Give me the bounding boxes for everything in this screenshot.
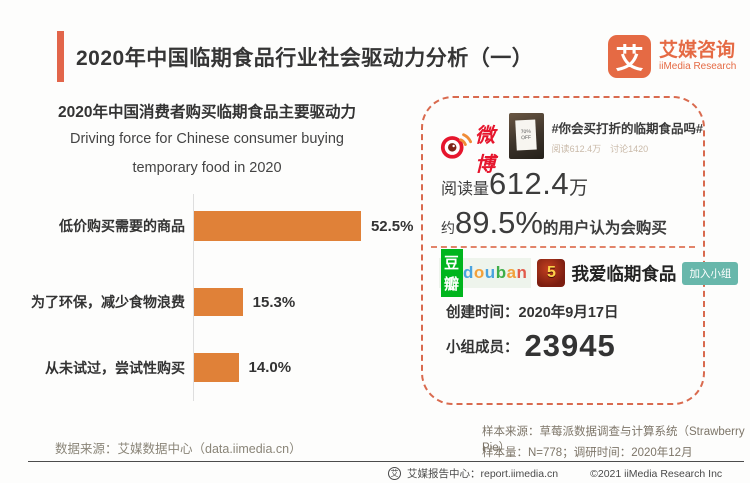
read-count-label: 阅读量 — [441, 181, 490, 198]
iimedia-logo-name-cn: 艾媒咨询 — [659, 39, 736, 61]
bar-value-label: 52.5% — [370, 217, 414, 235]
iimedia-logo: 艾 艾媒咨询 iiMedia Research — [608, 35, 736, 78]
bar-track: 14.0% — [194, 353, 291, 382]
chart-subtitle-line1: Driving force for Chinese consumer buyin… — [69, 131, 344, 147]
weibo-hashtag: #你会买打折的临期食品吗# — [551, 122, 703, 136]
weibo-hashtag-stats: 阅读612.4万 讨论1420 — [551, 144, 649, 154]
weibo-wordmark: 微博 — [475, 125, 496, 176]
group-avatar-badge: 5 — [537, 259, 566, 287]
group-members-value: 23945 — [524, 328, 616, 363]
bar — [194, 288, 243, 316]
group-members: 小组成员： 23945 — [446, 328, 616, 364]
bar-row: 为了环保，减少食物浪费 15.3% — [30, 288, 295, 316]
buy-intent-suffix: 的用户认为会购买 — [542, 220, 667, 237]
bar — [194, 353, 239, 382]
copyright-text: ©2021 iiMedia Research Inc — [590, 467, 723, 480]
bar — [194, 211, 361, 241]
douban-logo-cn: 豆瓣 — [441, 249, 464, 297]
weibo-read-count: 阅读量612.4万 — [441, 166, 588, 202]
douban-group: 豆瓣 douban 5 我爱临期食品 加入小组 — [439, 249, 739, 297]
read-count-unit: 万 — [569, 178, 589, 199]
chart-axis-line — [193, 194, 194, 401]
group-members-label: 小组成员： — [446, 339, 519, 356]
weibo-eye-icon — [440, 131, 472, 165]
buy-intent-prefix: 约 — [441, 220, 455, 236]
sample-info-note: 样本量：N=778；调研时间：2020年12月 — [482, 447, 693, 459]
weibo-post-thumbnail: 70% OFF — [508, 113, 544, 159]
iimedia-logo-icon: 艾 — [608, 35, 651, 78]
weibo-post: 微博 70% OFF #你会买打折的临期食品吗# 阅读612.4万 讨论1420 — [440, 113, 703, 177]
bar-track: 52.5% — [194, 211, 413, 241]
bar-row: 低价购买需要的商品 52.5% — [30, 211, 413, 241]
chart-subtitle-line2: temporary food in 2020 — [132, 160, 282, 176]
buy-intent-value: 89.5% — [455, 205, 543, 240]
iimedia-logo-name-en: iiMedia Research — [659, 61, 737, 73]
footer-divider — [28, 461, 744, 462]
bar-track: 15.3% — [194, 288, 295, 316]
bar-category-label: 低价购买需要的商品 — [59, 218, 185, 234]
bar-category-label: 从未试过，尝试性购买 — [45, 359, 185, 376]
weibo-buy-intent: 约89.5%的用户认为会购买 — [441, 205, 667, 241]
report-center-link: 艾媒报告中心：report.iimedia.cn — [407, 468, 559, 480]
bar-row: 从未试过，尝试性购买 14.0% — [30, 353, 291, 382]
weibo-logo: 微博 — [440, 119, 501, 177]
iimedia-footer-icon: 艾 — [388, 467, 401, 480]
bar-category-label: 为了环保，减少食物浪费 — [31, 294, 185, 310]
douban-logo-en: douban — [463, 263, 528, 282]
data-source-note: 数据来源：艾媒数据中心（data.iimedia.cn） — [55, 442, 302, 456]
join-group-button[interactable]: 加入小组 — [682, 261, 739, 285]
chart-title: 2020年中国消费者购买临期食品主要驱动力 — [58, 104, 356, 121]
footer-bar: 艾 艾媒报告中心：report.iimedia.cn ©2021 iiMedia… — [388, 466, 722, 481]
social-evidence-panel: 微博 70% OFF #你会买打折的临期食品吗# 阅读612.4万 讨论1420… — [421, 96, 739, 405]
read-count-value: 612.4 — [489, 166, 570, 201]
douban-logo: 豆瓣 douban — [439, 249, 532, 297]
bar-value-label: 14.0% — [248, 359, 292, 376]
title-accent-bar — [57, 31, 64, 82]
douban-group-name: 我爱临期食品 — [571, 263, 677, 284]
panel-divider — [431, 246, 695, 248]
discount-sign: 70% OFF — [514, 119, 537, 151]
page-title: 2020年中国临期食品行业社会驱动力分析（一） — [76, 47, 534, 70]
sample-source-note: 样本来源：草莓派数据调查与计算系统（Strawberry Pie） — [482, 426, 745, 454]
bar-value-label: 15.3% — [252, 293, 296, 311]
group-created-date: 创建时间：2020年9月17日 — [446, 305, 619, 321]
